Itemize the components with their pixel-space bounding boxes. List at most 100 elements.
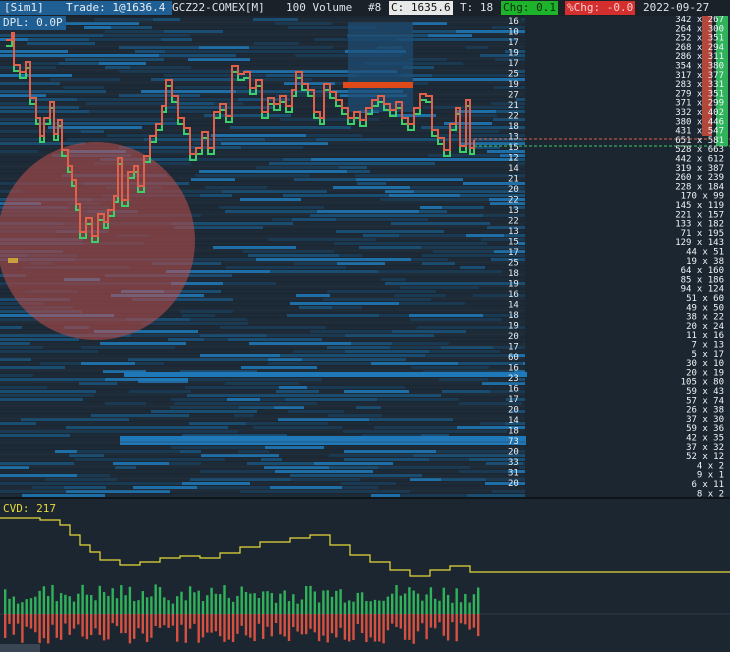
buy-volume-bar (399, 595, 402, 614)
heatmap-cell (386, 182, 426, 185)
heatmap-cell (476, 38, 516, 41)
ladder-bid-ask: 42 x 35 (686, 434, 724, 444)
heatmap-cell (285, 378, 322, 381)
heatmap-cell (164, 254, 248, 257)
heatmap-cell (272, 266, 346, 269)
sell-volume-bar (429, 614, 433, 628)
heatmap-cell (63, 394, 94, 397)
heatmap-cell (259, 34, 308, 37)
heatmap-cell (141, 322, 201, 325)
heatmap-cell (230, 126, 281, 129)
sell-volume-bar (262, 614, 265, 640)
heatmap-cell (425, 354, 509, 357)
heatmap-cell (100, 342, 186, 345)
buy-volume-bar (171, 603, 175, 614)
heatmap-cell (257, 410, 288, 413)
heatmap-cell (460, 194, 525, 197)
account-label[interactable]: [Sim1] (0, 1, 62, 15)
heatmap-cell (0, 466, 29, 469)
heatmap-cell (105, 66, 130, 69)
volume-label[interactable]: 100 Volume (286, 1, 353, 14)
heatmap-cell (136, 466, 200, 469)
heatmap-cell (324, 42, 364, 45)
heatmap-cell (303, 146, 383, 149)
buy-volume-bar (47, 595, 50, 614)
sell-volume-bar (477, 614, 480, 637)
heatmap-cell (0, 398, 83, 401)
heatmap-cell (50, 78, 120, 81)
heatmap-cell (0, 318, 31, 321)
heatmap-cell (72, 122, 179, 125)
heatmap-cell (299, 306, 332, 309)
heatmap-cell (268, 358, 302, 361)
heatmap-cell (316, 138, 387, 141)
heatmap-cell (382, 414, 477, 417)
heatmap-cell (481, 238, 525, 241)
ladder-bid-ask: 380 x 446 (675, 117, 724, 127)
ladder-bid-ask: 6 x 11 (691, 480, 724, 490)
heatmap-cell (65, 58, 164, 61)
heatmap-cell (389, 194, 460, 197)
ladder-bid-ask: 286 x 311 (675, 52, 724, 62)
heatmap-cell (195, 174, 241, 177)
heatmap-cell (212, 402, 317, 405)
heatmap-cell (154, 250, 243, 253)
heatmap-cell (0, 110, 54, 113)
heatmap-cell (441, 478, 486, 481)
heatmap-cell (0, 394, 63, 397)
buy-volume-bar (219, 594, 222, 614)
heatmap-cell (273, 230, 336, 233)
ladder-volume: 21 (508, 101, 519, 111)
heatmap-cell (0, 434, 70, 437)
heatmap-cell (307, 386, 405, 389)
symbol-label[interactable]: GCZ22-COMEX[M] (172, 1, 265, 14)
heatmap-cell (306, 310, 375, 313)
heatmap-cell (247, 318, 301, 321)
heatmap-cell (213, 246, 296, 249)
heatmap-cell (256, 234, 285, 237)
sell-volume-bar (339, 614, 342, 628)
heatmap-cell (336, 218, 428, 221)
heatmap-cell (420, 206, 442, 209)
heatmap-cell (362, 306, 468, 309)
heatmap-cell (265, 138, 316, 141)
sell-volume-bar (128, 614, 132, 644)
heatmap-cell (439, 378, 488, 381)
heatmap-cell (221, 94, 251, 97)
buy-volume-bar (145, 597, 149, 614)
heatmap-cell (385, 282, 443, 285)
heatmap-cell (315, 234, 363, 237)
ladder-volume: 19 (508, 49, 519, 59)
heatmap-cell (441, 18, 521, 21)
heatmap-cell (333, 186, 410, 189)
sell-volume-bar (64, 614, 67, 624)
buy-volume-bar (330, 596, 334, 614)
heatmap-cell (191, 162, 237, 165)
heatmap-cell (470, 166, 525, 169)
dpl-label: DPL: 0.0P (0, 16, 66, 30)
heatmap-cell (126, 150, 195, 153)
buy-volume-bar (193, 592, 196, 614)
heatmap-cell (393, 422, 480, 425)
heatmap-cell (127, 434, 182, 437)
heatmap-cell (327, 190, 385, 193)
buy-volume-bar (373, 599, 377, 614)
heatmap-cell (96, 390, 129, 393)
sell-volume-bar (72, 614, 76, 629)
heatmap-cell (115, 466, 136, 469)
heatmap-cell (0, 46, 56, 49)
heatmap-cell (272, 218, 292, 221)
heatmap-cell (117, 382, 156, 385)
heatmap-cell (241, 174, 310, 177)
heatmap-cell (380, 274, 482, 277)
bottom-tab[interactable] (0, 644, 40, 652)
heatmap-cell (432, 74, 525, 77)
heatmap-cell (485, 482, 525, 485)
sell-volume-bar (369, 614, 372, 638)
heatmap-cell (311, 86, 331, 89)
heatmap-cell (431, 298, 493, 301)
ladder-bid-ask: 252 x 351 (675, 34, 724, 44)
heatmap-cell (513, 206, 525, 209)
heatmap-cell (146, 370, 180, 373)
